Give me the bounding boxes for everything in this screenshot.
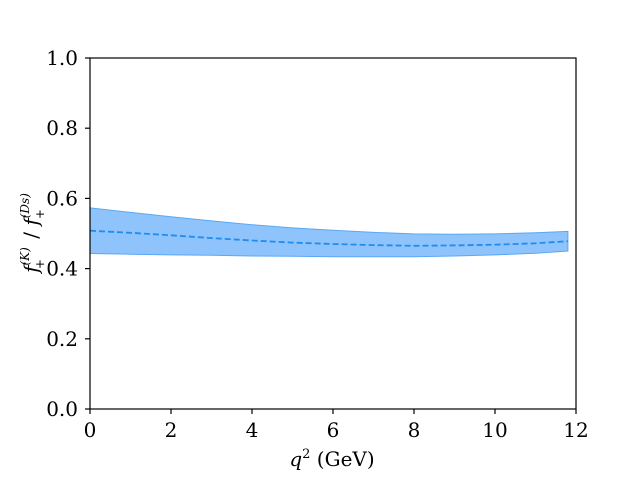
x-tick-label: 8	[408, 418, 421, 442]
y-tick-label: 0.2	[46, 327, 78, 351]
y-axis-label: f(K)+ / f(Ds)+	[18, 193, 47, 275]
x-tick-label: 10	[482, 418, 507, 442]
uncertainty-band	[89, 207, 569, 258]
x-tick-label: 4	[246, 418, 259, 442]
x-tick-label: 2	[165, 418, 178, 442]
y-tick-label: 0.4	[46, 257, 78, 281]
x-tick-label: 6	[327, 418, 340, 442]
y-tick-label: 0.6	[46, 186, 78, 210]
x-tick-label: 0	[84, 418, 97, 442]
x-tick-label: 12	[563, 418, 588, 442]
plot-area	[89, 207, 569, 258]
y-tick-label: 0.8	[46, 116, 78, 140]
y-tick-label: 0.0	[46, 397, 78, 421]
y-tick-label: 1.0	[46, 46, 78, 70]
central-value-line	[89, 229, 568, 247]
axes: 0 2 4 6 8 10 12 0.0 0.2 0.4 0.6 0.8 1.0	[46, 46, 589, 442]
x-axis-label: q2 (GeV)	[289, 447, 374, 471]
